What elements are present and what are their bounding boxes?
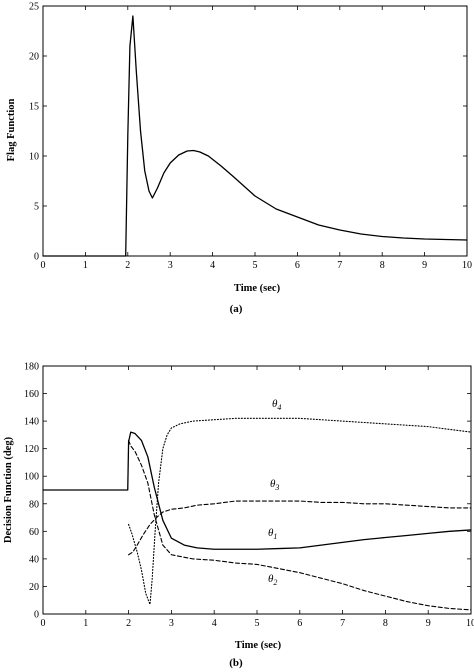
panel-a-axes-frame bbox=[42, 5, 468, 257]
panel-b-y-axis-label: Decision Function (deg) bbox=[3, 436, 14, 543]
panel-b-caption: (b) bbox=[229, 657, 243, 669]
panel-a-xtick-label: 6 bbox=[295, 260, 300, 271]
panel-b-x-axis-label: Time (sec) bbox=[235, 640, 282, 651]
curve-label-theta4: θ4 bbox=[272, 398, 281, 412]
panel-b-series-theta2 bbox=[128, 439, 472, 611]
panel-a-ytick-label: 20 bbox=[29, 52, 39, 63]
panel-b-series-theta1 bbox=[42, 431, 472, 550]
panel-b-series-theta4 bbox=[128, 417, 472, 605]
panel-a-plot bbox=[42, 5, 468, 257]
panel-a-caption: (a) bbox=[230, 303, 243, 315]
panel-a-xtick-label: 7 bbox=[337, 260, 342, 271]
panel-b-series-theta3 bbox=[128, 500, 472, 556]
panel-a-xtick-label: 1 bbox=[83, 260, 88, 271]
panel-a-xtick-label: 0 bbox=[41, 260, 46, 271]
panel-b-xtick-label: 1 bbox=[83, 618, 88, 629]
panel-a-xtick-labels: 0 1 2 3 4 5 6 7 8 9 10 bbox=[41, 260, 473, 271]
panel-a-xtick-label: 8 bbox=[380, 260, 385, 271]
curve-label-theta2: θ2 bbox=[268, 573, 277, 587]
panel-b-plot bbox=[42, 365, 472, 615]
panel-b-xtick-label: 2 bbox=[126, 618, 131, 629]
panel-b-xtick-label: 9 bbox=[426, 618, 431, 629]
panel-b-xtick-label: 0 bbox=[41, 618, 46, 629]
panel-a-flag-function: 0 1 2 3 4 5 6 7 8 9 10 0 5 10 15 20 25 Time (sec) Flag … bbox=[6, 2, 472, 316]
panel-b-ytick-label: 40 bbox=[29, 554, 39, 565]
panel-b-xtick-label: 3 bbox=[169, 618, 174, 629]
panel-b-xtick-label: 5 bbox=[255, 618, 260, 629]
panel-b-ytick-label: 120 bbox=[24, 444, 39, 455]
panel-b-decision-function: 0 1 2 3 4 5 6 7 8 9 10 0 20 40 60 80 100 120 140 160 180 Ti… bbox=[3, 362, 474, 670]
panel-b-xtick-labels: 0 1 2 3 4 5 6 7 8 9 10 bbox=[41, 618, 474, 629]
panel-a-ytick-label: 15 bbox=[29, 102, 39, 113]
panel-a-y-axis-label: Flag Function bbox=[6, 98, 17, 161]
panel-a-xtick-label: 3 bbox=[168, 260, 173, 271]
curve-label-theta3: θ3 bbox=[270, 478, 279, 492]
panel-a-xtick-label: 4 bbox=[210, 260, 215, 271]
panel-a-xtick-label: 10 bbox=[462, 260, 472, 271]
panel-b-ytick-label: 100 bbox=[24, 472, 39, 483]
panel-b-ytick-label: 20 bbox=[29, 582, 39, 593]
panel-a-series-0 bbox=[42, 15, 468, 257]
panel-b-ytick-labels: 0 20 40 60 80 100 120 140 160 180 bbox=[24, 362, 39, 621]
panel-b-ytick-label: 160 bbox=[24, 389, 39, 400]
panel-a-x-axis-label: Time (sec) bbox=[234, 283, 281, 294]
panel-a-ytick-label: 10 bbox=[29, 152, 39, 163]
panel-a-xtick-label: 9 bbox=[422, 260, 427, 271]
panel-b-ytick-label: 180 bbox=[24, 362, 39, 373]
panel-b-ytick-label: 80 bbox=[29, 499, 39, 510]
panel-b-xtick-label: 6 bbox=[297, 618, 302, 629]
panel-a-xtick-label: 5 bbox=[253, 260, 258, 271]
panel-b-ytick-label: 0 bbox=[34, 610, 39, 621]
panel-a-ytick-label: 5 bbox=[34, 202, 39, 213]
panel-a-ytick-label: 0 bbox=[34, 252, 39, 263]
panel-b-xtick-label: 4 bbox=[212, 618, 217, 629]
panel-a-xtick-label: 2 bbox=[125, 260, 130, 271]
panel-a-ytick-labels: 0 5 10 15 20 25 bbox=[29, 2, 39, 263]
panel-b-xtick-label: 7 bbox=[340, 618, 345, 629]
curve-label-theta1: θ1 bbox=[268, 527, 277, 541]
panel-b-xtick-label: 10 bbox=[466, 618, 474, 629]
panel-a-ytick-label: 25 bbox=[29, 2, 39, 13]
panel-b-ytick-label: 140 bbox=[24, 417, 39, 428]
panel-b-ytick-label: 60 bbox=[29, 527, 39, 538]
panel-b-xtick-label: 8 bbox=[383, 618, 388, 629]
